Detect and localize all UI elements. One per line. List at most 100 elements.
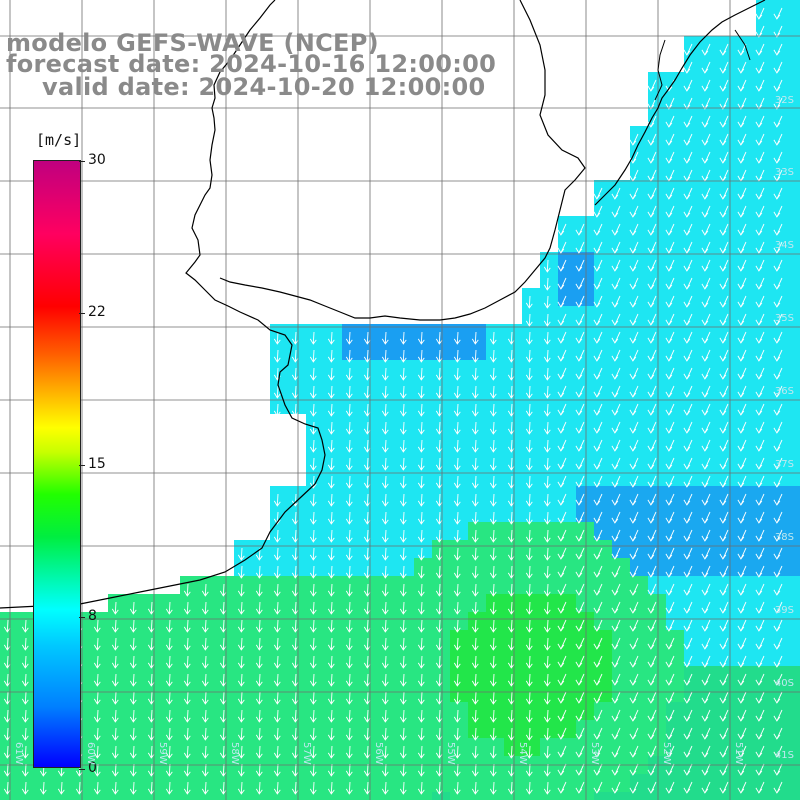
ocean-cell <box>684 360 702 378</box>
ocean-cell <box>486 486 504 504</box>
wind-direction-arrow-icon <box>755 115 765 128</box>
ocean-cell <box>666 540 684 558</box>
wind-direction-arrow-icon <box>611 547 621 560</box>
ocean-cell <box>756 666 774 684</box>
wind-direction-arrow-icon <box>557 331 567 344</box>
ocean-cell <box>666 270 684 288</box>
ocean-cell <box>198 738 216 756</box>
wind-direction-arrow-icon <box>701 439 711 452</box>
ocean-cell <box>468 378 486 396</box>
ocean-cell <box>486 630 504 648</box>
wind-direction-arrow-icon <box>507 565 515 579</box>
wind-direction-arrow-icon <box>683 205 693 218</box>
ocean-cell <box>522 486 540 504</box>
ocean-cell <box>612 666 630 684</box>
ocean-cell <box>342 450 360 468</box>
wind-direction-arrow-icon <box>701 547 711 560</box>
ocean-cell <box>594 468 612 486</box>
ocean-cell <box>396 540 414 558</box>
ocean-cell <box>648 702 666 720</box>
wind-direction-arrow-icon <box>611 709 621 722</box>
wind-direction-arrow-icon <box>773 457 783 470</box>
wind-direction-arrow-icon <box>543 763 551 777</box>
wind-direction-arrow-icon <box>719 43 729 56</box>
wind-direction-arrow-icon <box>21 727 29 741</box>
ocean-cell <box>666 486 684 504</box>
wind-direction-arrow-icon <box>201 655 209 669</box>
wind-direction-arrow-icon <box>435 691 443 705</box>
ocean-cell <box>648 720 666 738</box>
wind-direction-arrow-icon <box>737 511 747 524</box>
wind-direction-arrow-icon <box>183 709 191 723</box>
wind-direction-arrow-icon <box>719 637 729 650</box>
ocean-cell <box>108 666 126 684</box>
ocean-cell <box>234 612 252 630</box>
ocean-cell <box>234 738 252 756</box>
ocean-cell <box>684 270 702 288</box>
ocean-cell <box>684 486 702 504</box>
ocean-cell <box>450 324 468 342</box>
wind-direction-arrow-icon <box>309 727 317 741</box>
wind-direction-arrow-icon <box>701 295 711 308</box>
ocean-cell <box>594 576 612 594</box>
ocean-cell <box>468 774 486 792</box>
wind-direction-arrow-icon <box>611 367 621 380</box>
wind-direction-arrow-icon <box>773 493 783 506</box>
wind-direction-arrow-icon <box>647 79 657 92</box>
wind-direction-arrow-icon <box>719 511 729 524</box>
wind-direction-arrow-icon <box>309 511 317 525</box>
ocean-cell <box>684 252 702 270</box>
wind-direction-arrow-icon <box>345 691 353 705</box>
ocean-cell <box>612 342 630 360</box>
wind-direction-arrow-icon <box>309 781 317 795</box>
wind-direction-arrow-icon <box>489 637 497 651</box>
ocean-cell <box>792 36 800 54</box>
wind-direction-arrow-icon <box>435 457 443 471</box>
wind-direction-arrow-icon <box>575 727 585 740</box>
ocean-cell <box>414 630 432 648</box>
ocean-cell <box>396 702 414 720</box>
ocean-cell <box>288 540 306 558</box>
wind-direction-arrow-icon <box>381 493 389 507</box>
wind-direction-arrow-icon <box>309 673 317 687</box>
ocean-cell <box>432 486 450 504</box>
wind-direction-arrow-icon <box>575 637 585 650</box>
ocean-cell <box>288 738 306 756</box>
ocean-cell <box>306 774 324 792</box>
ocean-cell <box>270 342 288 360</box>
wind-direction-arrow-icon <box>3 691 11 705</box>
inland-border <box>654 29 751 101</box>
ocean-cell <box>54 792 72 800</box>
wind-direction-arrow-icon <box>665 655 675 668</box>
ocean-cell <box>504 666 522 684</box>
ocean-cell <box>468 558 486 576</box>
ocean-cell <box>756 792 774 800</box>
wind-direction-arrow-icon <box>611 601 621 614</box>
ocean-cell <box>792 648 800 666</box>
wind-direction-arrow-icon <box>255 655 263 669</box>
ocean-cell <box>666 90 684 108</box>
wind-direction-arrow-icon <box>309 583 317 597</box>
wind-direction-arrow-icon <box>399 367 407 381</box>
ocean-cell <box>306 594 324 612</box>
wind-direction-arrow-icon <box>737 619 747 632</box>
wind-direction-arrow-icon <box>665 619 675 632</box>
wind-direction-arrow-icon <box>381 349 389 363</box>
wind-direction-arrow-icon <box>701 331 711 344</box>
wind-direction-arrow-icon <box>611 421 621 434</box>
ocean-cell <box>234 792 252 800</box>
ocean-cell <box>216 612 234 630</box>
wind-direction-arrow-icon <box>129 619 137 633</box>
wind-direction-arrow-icon <box>557 547 567 560</box>
wind-direction-arrow-icon <box>381 529 389 543</box>
wind-direction-arrow-icon <box>683 655 693 668</box>
wind-direction-arrow-icon <box>755 331 765 344</box>
ocean-cell <box>558 648 576 666</box>
wind-direction-arrow-icon <box>489 673 497 687</box>
ocean-cell <box>324 648 342 666</box>
wind-direction-arrow-icon <box>557 295 567 308</box>
ocean-cell <box>18 792 36 800</box>
wind-direction-arrow-icon <box>381 727 389 741</box>
ocean-cell <box>144 702 162 720</box>
ocean-cell <box>612 504 630 522</box>
